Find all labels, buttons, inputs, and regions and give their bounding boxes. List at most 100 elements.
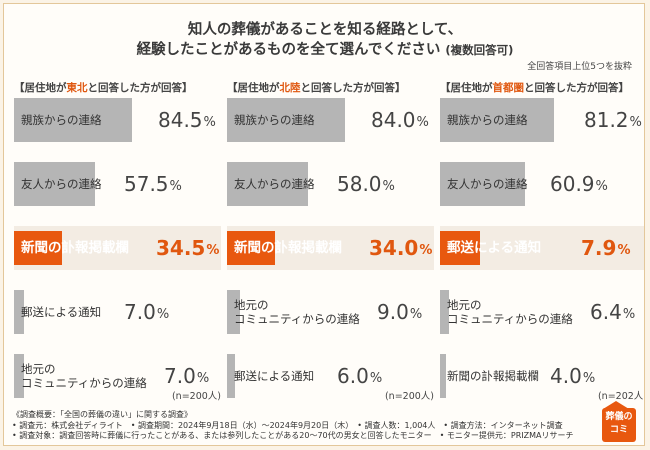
chart-panel: 【居住地が東北と回答した方が回答】親族からの連絡 84.5% 友人からの連絡 57.5… (14, 80, 221, 402)
bar-label: 新聞の訃報掲載欄 (21, 240, 129, 256)
bar-value: 7.9% (581, 226, 630, 270)
bar-value: 6.0% (337, 354, 382, 398)
bar-value-number: 7.0 (164, 364, 196, 388)
survey-line: 《調査概要：「全国の葬儀の違い」に関する調査》 (12, 410, 192, 419)
bar-value-number: 9.0 (377, 300, 409, 324)
bar-value-unit: % (169, 179, 182, 194)
bar-highlight (227, 231, 275, 265)
panel-header-post: と回答した方が回答】 (87, 82, 193, 94)
bar-row: 新聞の訃報掲載欄 34.5% (14, 226, 221, 270)
bar-value-unit: % (203, 115, 216, 130)
sample-size: (n=200人) (171, 391, 221, 402)
panel-header-pre: 【居住地が (14, 82, 67, 94)
chart-panel: 【居住地が北陸と回答した方が回答】 親族からの連絡 84.0% 友人からの連絡 58.0… (227, 80, 434, 402)
bar-label: 友人からの連絡 (447, 177, 528, 191)
panel-header: 【居住地が東北と回答した方が回答】 (14, 80, 221, 95)
bar-label: 親族からの連絡 (447, 113, 528, 127)
bar-value-unit: % (617, 243, 631, 258)
bar-label: 郵送による通知 (234, 369, 315, 383)
bar (227, 354, 236, 398)
chart-panel: 【居住地が首都圏と回答した方が回答】親族からの連絡 81.2% 友人からの連絡 60.… (440, 80, 645, 402)
bar-label: 地元の コミュニティからの連絡 (234, 298, 360, 326)
bar-value-number: 34.0 (369, 236, 419, 260)
bar-row: 友人からの連絡 60.9% (440, 162, 644, 206)
bar (14, 354, 24, 398)
bar-row: 地元の コミュニティからの連絡 7.0% (14, 354, 221, 398)
bar-row: 新聞の訃報掲載欄 4.0% (440, 354, 644, 398)
bar-value: 34.0% (369, 226, 432, 270)
bar-row: 地元の コミュニティからの連絡 6.4% (440, 290, 644, 334)
bar-value-unit: % (595, 179, 608, 194)
bar-value-unit: % (206, 243, 220, 258)
bar-value-unit: % (409, 307, 423, 322)
bar-row: 友人からの連絡 58.0% (227, 162, 434, 206)
bar-value-unit: % (622, 307, 636, 322)
bar (440, 354, 446, 398)
bar-value: 7.0% (164, 354, 209, 398)
bar-label: 地元の コミュニティからの連絡 (21, 362, 147, 390)
bar-value-number: 6.0 (337, 364, 369, 388)
bar-value-number: 34.5 (156, 236, 206, 260)
bar-highlight (440, 231, 480, 265)
bar-value-unit: % (629, 115, 642, 130)
chart-title-main: 経験したことがあるものを全て選んでください (136, 42, 441, 58)
bar-label: 友人からの連絡 (21, 177, 102, 191)
bar (227, 162, 309, 206)
bar-label: 新聞の訃報掲載欄 (234, 240, 342, 256)
bar (440, 290, 449, 334)
bar-value-number: 57.5 (124, 172, 169, 196)
bar-label: 親族からの連絡 (234, 113, 315, 127)
logo-roof (603, 401, 629, 409)
bar-value: 9.0% (377, 290, 422, 334)
bar-label: 新聞の訃報掲載欄 (447, 369, 539, 383)
bar-label: 親族からの連絡 (21, 113, 102, 127)
bar (14, 98, 133, 142)
survey-line: • 調査対象：調査回答時に葬儀に行ったことがある、または参列したことがある20〜… (12, 431, 574, 440)
bar-row: 親族からの連絡 84.5% (14, 98, 221, 142)
bar-value: 34.5% (156, 226, 219, 270)
bar-value: 4.0% (550, 354, 595, 398)
panel-header-region: 北陸 (279, 82, 301, 94)
panel-header-post: と回答した方が回答】 (524, 82, 629, 94)
bar-label: 郵送による通知 (447, 240, 542, 256)
bar-value-unit: % (382, 179, 395, 194)
logo: 葬儀の コミ (602, 408, 636, 442)
bar-value: 81.2% (584, 98, 642, 142)
bar-value: 6.4% (590, 290, 635, 334)
bar-value: 58.0% (337, 162, 395, 206)
bar-value-unit: % (419, 243, 433, 258)
chart-title-line2: 経験したことがあるものを全て選んでください (複数回答可) (4, 38, 644, 59)
bar-value-number: 81.2 (584, 108, 629, 132)
bar-row: 郵送による通知 7.9% (440, 226, 644, 270)
bar-row: 郵送による通知 6.0% (227, 354, 434, 398)
bar-value-number: 6.4 (590, 300, 622, 324)
bar-value: 84.0% (371, 98, 429, 142)
bar-value-number: 7.0 (124, 300, 156, 324)
bar-row: 友人からの連絡 57.5% (14, 162, 221, 206)
bar-label: 友人からの連絡 (234, 177, 315, 191)
bar-label: 郵送による通知 (21, 305, 102, 319)
top5-note: 全回答項目上位5つを抜粋 (527, 62, 632, 72)
bar-row: 親族からの連絡 81.2% (440, 98, 644, 142)
bar-value-number: 84.5 (158, 108, 203, 132)
bar (227, 98, 345, 142)
bar-highlight (14, 231, 63, 265)
bar-value-unit: % (196, 371, 210, 386)
bar-value-unit: % (416, 115, 429, 130)
bar-row: 地元の コミュニティからの連絡 9.0% (227, 290, 434, 334)
bar (227, 290, 240, 334)
survey-overview: 《調査概要：「全国の葬儀の違い」に関する調査》 • 調査元：株式会社ディライト … (12, 410, 592, 442)
bar (440, 98, 554, 142)
bar-value-number: 60.9 (550, 172, 595, 196)
sample-size: (n=202人) (597, 391, 645, 402)
bar-value: 84.5% (158, 98, 216, 142)
logo-line2: コミ (609, 425, 628, 435)
bar-value-unit: % (369, 371, 383, 386)
sample-size: (n=200人) (384, 391, 434, 402)
panel-header: 【居住地が首都圏と回答した方が回答】 (440, 80, 644, 95)
bar-row: 郵送による通知 7.0% (14, 290, 221, 334)
bar-row: 親族からの連絡 84.0% (227, 98, 434, 142)
panel-header-region: 首都圏 (492, 82, 525, 94)
bar-label: 地元の コミュニティからの連絡 (447, 298, 573, 326)
bar (14, 290, 24, 334)
